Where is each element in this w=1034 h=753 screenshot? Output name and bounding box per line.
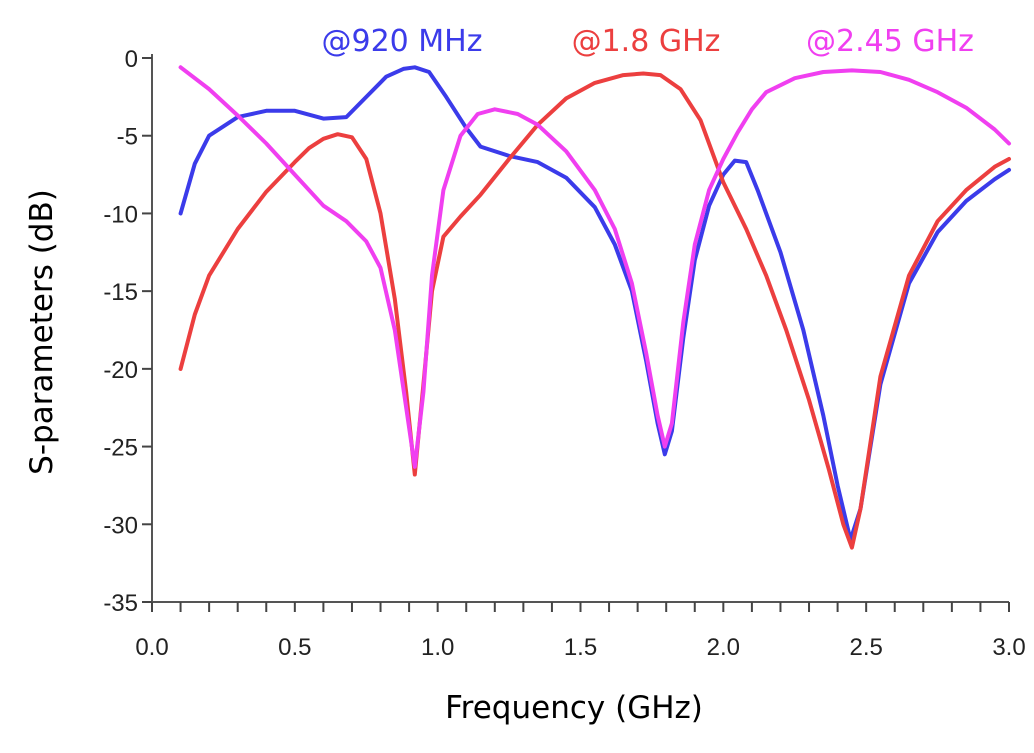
- x-axis-title: Frequency (GHz): [445, 690, 703, 726]
- legend-label-1-8ghz: @1.8 GHz: [572, 24, 721, 59]
- y-axis-ticks: 0 -5 -10 -15 -20 -25 -30 -35: [103, 46, 152, 617]
- x-tick-label: 0.5: [278, 634, 311, 661]
- y-tick-label: 0: [125, 46, 138, 73]
- x-axis-ticks: 0.0 0.5 1.0 1.5 2.0 2.5 3.0: [135, 602, 1026, 661]
- y-tick-label: -35: [103, 590, 138, 617]
- x-tick-label: 2.0: [707, 634, 740, 661]
- y-tick-label: -30: [103, 512, 138, 539]
- series-line-1-8ghz: [178, 71, 1011, 550]
- series-line-920mhz: [178, 65, 1011, 542]
- x-tick-label: 2.5: [849, 634, 882, 661]
- y-tick-label: -10: [103, 201, 138, 228]
- y-tick-label: -15: [103, 279, 138, 306]
- series-line-2-45ghz: [178, 65, 1011, 469]
- x-tick-label: 0.0: [135, 634, 168, 661]
- x-tick-label: 3.0: [992, 634, 1025, 661]
- legend-label-2-45ghz: @2.45 GHz: [806, 24, 974, 59]
- x-tick-label: 1.5: [564, 634, 597, 661]
- x-tick-label: 1.0: [421, 634, 454, 661]
- axes: [151, 54, 1009, 603]
- y-tick-label: -25: [103, 435, 138, 462]
- legend-label-920mhz: @920 MHz: [322, 24, 483, 59]
- plot-lines: [178, 65, 1011, 550]
- y-tick-label: -20: [103, 357, 138, 384]
- y-axis-title: S-parameters (dB): [24, 189, 60, 475]
- y-tick-label: -5: [117, 124, 138, 151]
